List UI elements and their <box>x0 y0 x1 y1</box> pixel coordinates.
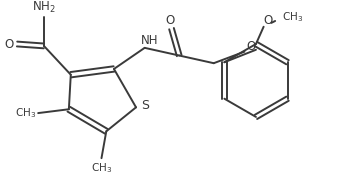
Text: CH$_3$: CH$_3$ <box>282 10 303 24</box>
Text: O: O <box>247 40 256 53</box>
Text: CH$_3$: CH$_3$ <box>15 106 36 120</box>
Text: O: O <box>165 14 174 27</box>
Text: NH: NH <box>141 34 158 47</box>
Text: S: S <box>140 99 149 112</box>
Text: O: O <box>5 38 14 51</box>
Text: O: O <box>264 14 273 27</box>
Text: CH$_3$: CH$_3$ <box>91 161 112 175</box>
Text: NH$_2$: NH$_2$ <box>32 0 56 15</box>
